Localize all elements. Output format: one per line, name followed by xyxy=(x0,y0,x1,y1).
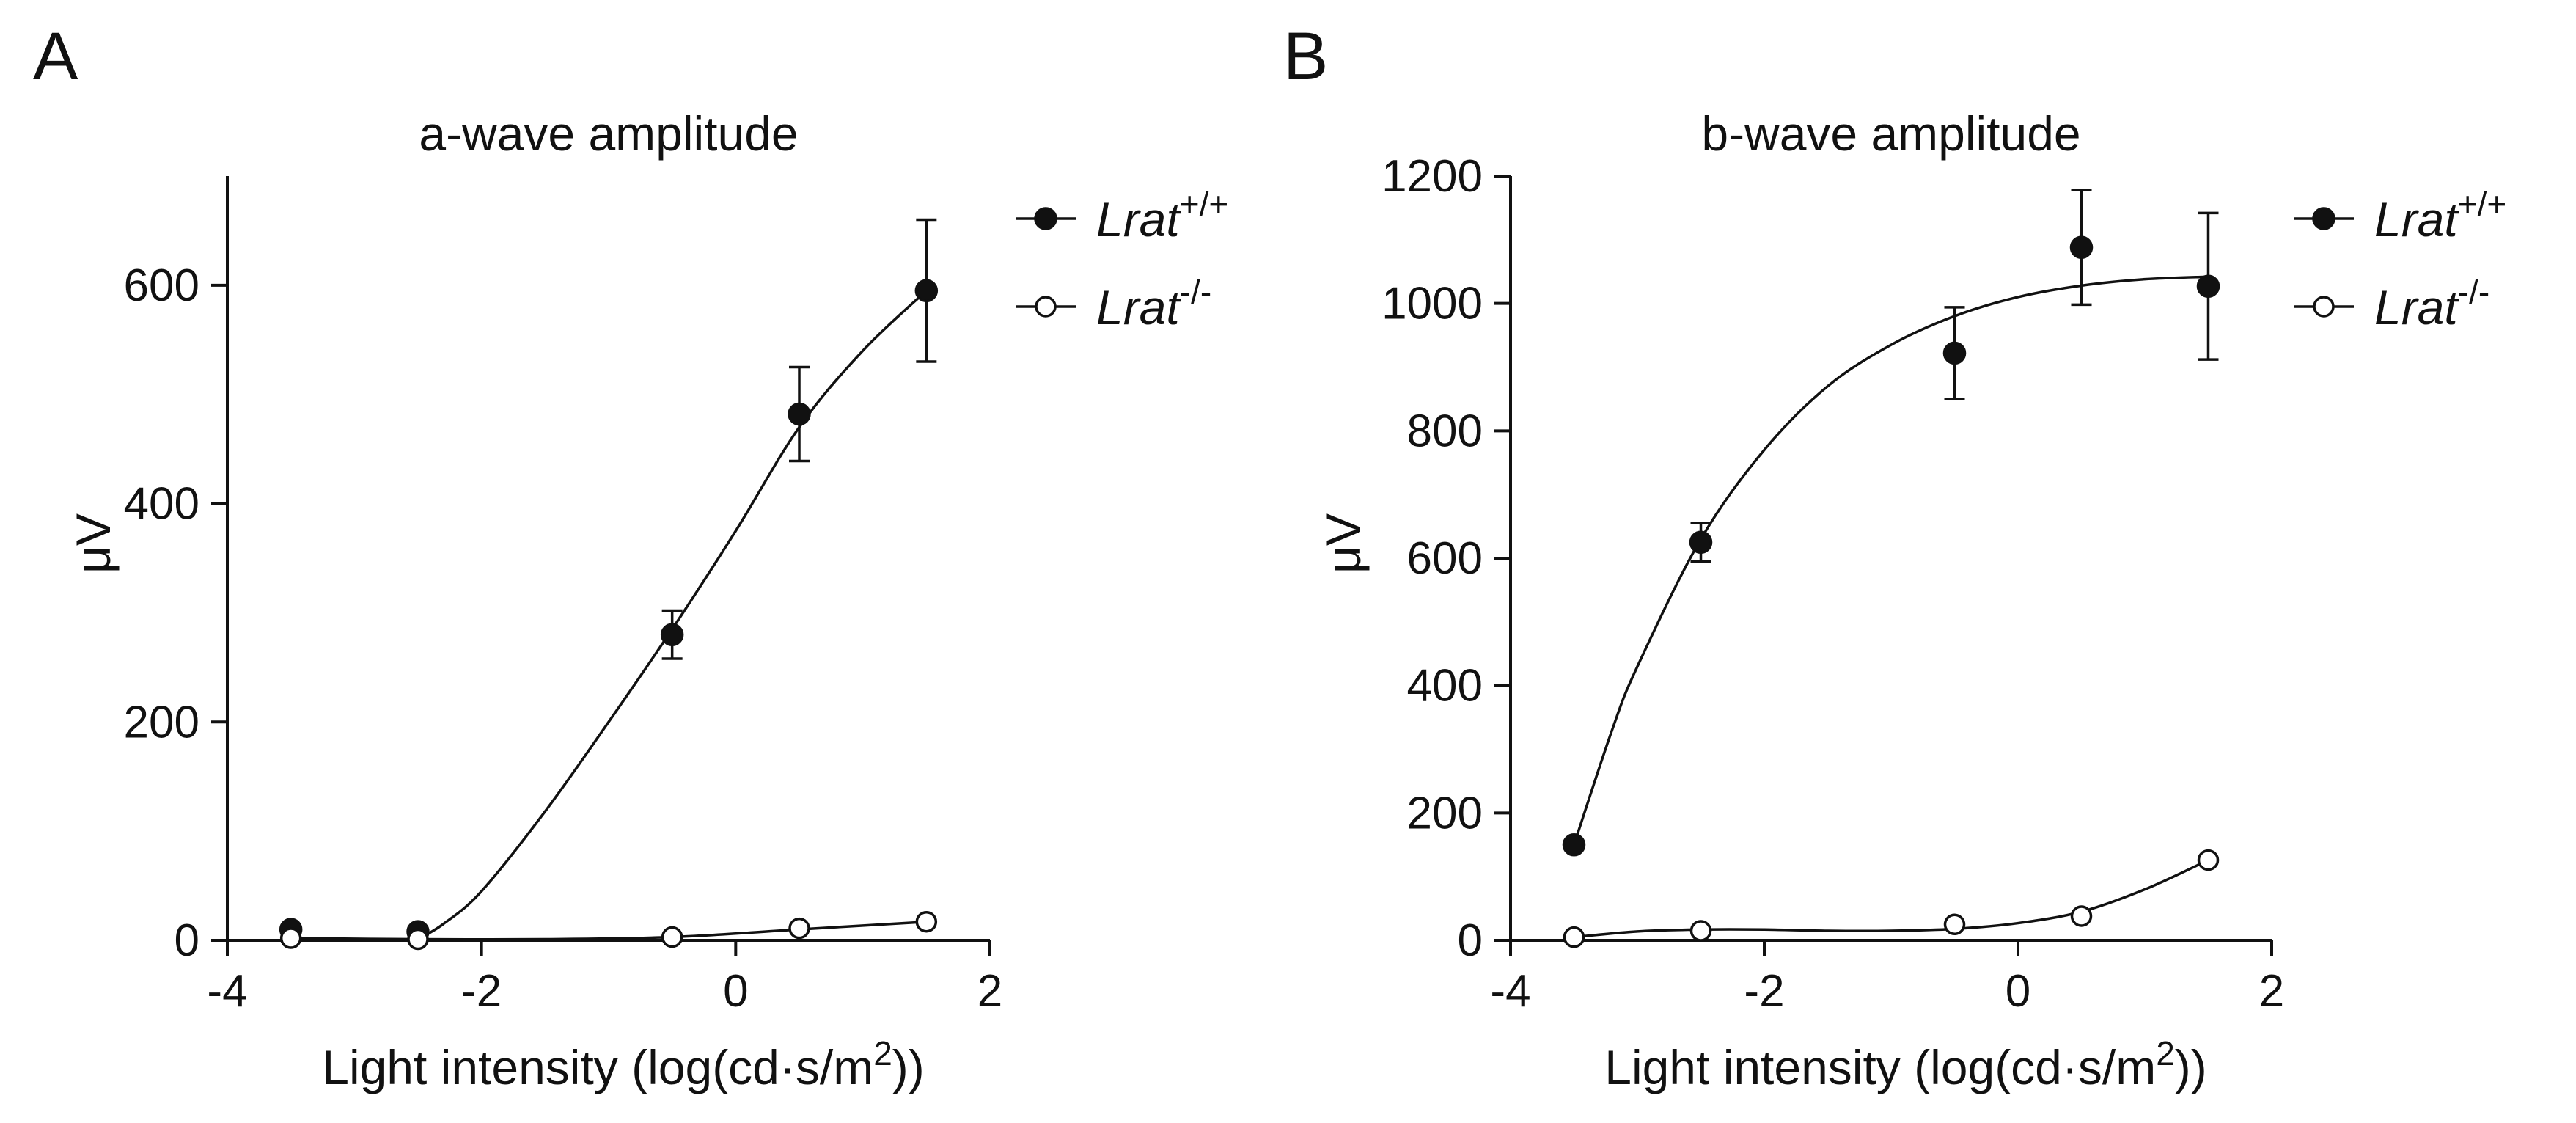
panel-b-legend-sup-1: -/- xyxy=(2458,273,2489,311)
panel-b-xlabel-end: )) xyxy=(2175,1040,2207,1094)
panel-a-series-1-fit-line xyxy=(290,920,927,941)
panel-b-xtick-label-0: -4 xyxy=(1490,966,1530,1017)
panel-b-xlabel: Light intensity (log(cd·s/m2)) xyxy=(1604,1034,2207,1094)
panel-b-ytick-label-3: 600 xyxy=(1407,533,1483,584)
panel-a-legend-marker-0 xyxy=(1034,207,1057,230)
panel-b-legend-name-1: Lrat xyxy=(2374,280,2459,334)
panel-a-series-1-point-4 xyxy=(915,910,938,933)
panel-a-xtick-label-1: -2 xyxy=(461,966,502,1017)
panel-a-xlabel-end: )) xyxy=(892,1040,925,1094)
panel-a-legend-sup-1: -/- xyxy=(1180,273,1211,311)
panel-a-legend-label-0: Lrat+/+ xyxy=(1096,185,1228,246)
panel-b-series-0-point-0 xyxy=(1562,833,1586,857)
panel-b-xtick-label-2: 0 xyxy=(2006,966,2030,1017)
panel-b-ytick-label-1: 200 xyxy=(1407,788,1483,838)
panel-a-series-0-point-4 xyxy=(914,279,939,303)
panel-b-ytick-label-4: 800 xyxy=(1407,406,1483,456)
panel-b-legend-label-0: Lrat+/+ xyxy=(2374,185,2506,246)
panel-a-ytick-label-2: 400 xyxy=(124,479,199,530)
panel-b-series-0-point-2 xyxy=(1942,341,1967,365)
panel-b-series-0-fit-line xyxy=(1572,275,2209,846)
panel-b: B b-wave amplitude -4 -2 0 2 0 200 400 600 800 10… xyxy=(1283,19,2506,1094)
panel-b-series-1-point-3 xyxy=(2070,905,2093,927)
panel-b-series-0-point-1 xyxy=(1689,530,1713,555)
panel-b-legend-label-1: Lrat-/- xyxy=(2374,273,2489,334)
panel-a-xtick-label-0: -4 xyxy=(207,966,247,1017)
panel-b-plot xyxy=(1562,189,2220,948)
panel-a-series-1-point-2 xyxy=(661,926,683,948)
panel-a-legend: Lrat+/+Lrat-/- xyxy=(1016,185,1228,334)
panel-a-series-0-point-3 xyxy=(788,402,811,426)
panel-a-xlabel-main: Light intensity (log(cd·s/m xyxy=(322,1040,873,1094)
panel-b-xlabel-main: Light intensity (log(cd·s/m xyxy=(1604,1040,2156,1094)
panel-a-legend-name-1: Lrat xyxy=(1096,280,1181,334)
panel-a-legend-sup-0: +/+ xyxy=(1180,185,1229,223)
panel-b-legend-name-0: Lrat xyxy=(2374,192,2459,246)
panel-b-axes xyxy=(1509,176,2272,942)
panel-a-legend-label-1: Lrat-/- xyxy=(1096,273,1211,334)
panel-b-series-1-point-4 xyxy=(2197,849,2220,871)
panel-b-legend-sup-0: +/+ xyxy=(2458,185,2507,223)
panel-a-legend-name-0: Lrat xyxy=(1096,192,1181,246)
panel-b-ylabel: μV xyxy=(1316,513,1370,574)
panel-b-ticks: -4 -2 0 2 0 200 400 600 800 1000 1200 xyxy=(1381,151,2284,1017)
panel-b-series-0-point-3 xyxy=(2069,235,2094,260)
panel-a-ytick-label-0: 0 xyxy=(175,915,199,966)
panel-b-series-1-fit-line xyxy=(1574,859,2209,939)
panel-b-ytick-label-6: 1200 xyxy=(1381,151,1483,202)
panel-b-title: b-wave amplitude xyxy=(1701,106,2080,161)
panel-letter-a: A xyxy=(33,19,78,94)
panel-a-ylabel: μV xyxy=(66,513,120,574)
panel-a-series-1-point-1 xyxy=(407,928,429,951)
panel-b-legend-marker-0 xyxy=(2312,207,2335,230)
panel-b-ytick-label-0: 0 xyxy=(1458,915,1483,966)
panel-b-xtick-label-3: 2 xyxy=(2259,966,2284,1017)
panel-a-ytick-label-3: 600 xyxy=(124,260,199,311)
panel-b-series-1-point-1 xyxy=(1689,920,1712,942)
panel-b-ytick-label-2: 400 xyxy=(1407,661,1483,712)
panel-a-legend-marker-1 xyxy=(1035,296,1057,318)
panel-a-xtick-label-2: 0 xyxy=(723,966,748,1017)
panel-b-legend-marker-1 xyxy=(2313,296,2335,318)
panel-a-ytick-label-1: 200 xyxy=(124,697,199,747)
panel-a-series-0-fit-line xyxy=(417,290,928,941)
panel-a-plot xyxy=(279,218,939,951)
panel-a-xtick-label-3: 2 xyxy=(977,966,1002,1017)
panel-a-series-1-point-0 xyxy=(279,927,302,949)
panel-a-xlabel-sup: 2 xyxy=(873,1034,892,1072)
panel-b-xtick-label-1: -2 xyxy=(1744,966,1784,1017)
panel-a: A a-wave amplitude -4 -2 0 2 0 200 400 600 μV L… xyxy=(33,19,1228,1094)
panel-b-series-0-point-4 xyxy=(2196,274,2220,298)
panel-b-legend: Lrat+/+Lrat-/- xyxy=(2294,185,2506,334)
panel-a-series-1-point-3 xyxy=(788,917,810,940)
panel-a-axes xyxy=(226,176,990,942)
panel-letter-b: B xyxy=(1283,19,1328,94)
panel-b-ytick-label-5: 1000 xyxy=(1381,279,1483,329)
panel-b-series-1-point-2 xyxy=(1943,913,1966,936)
panel-a-title: a-wave amplitude xyxy=(419,106,798,161)
panel-b-series-1-point-0 xyxy=(1563,926,1585,948)
panel-a-ticks: -4 -2 0 2 0 200 400 600 xyxy=(124,260,1003,1017)
panel-a-series-0-point-2 xyxy=(660,623,684,646)
panel-b-xlabel-sup: 2 xyxy=(2156,1034,2175,1072)
panel-a-xlabel: Light intensity (log(cd·s/m2)) xyxy=(322,1034,925,1094)
